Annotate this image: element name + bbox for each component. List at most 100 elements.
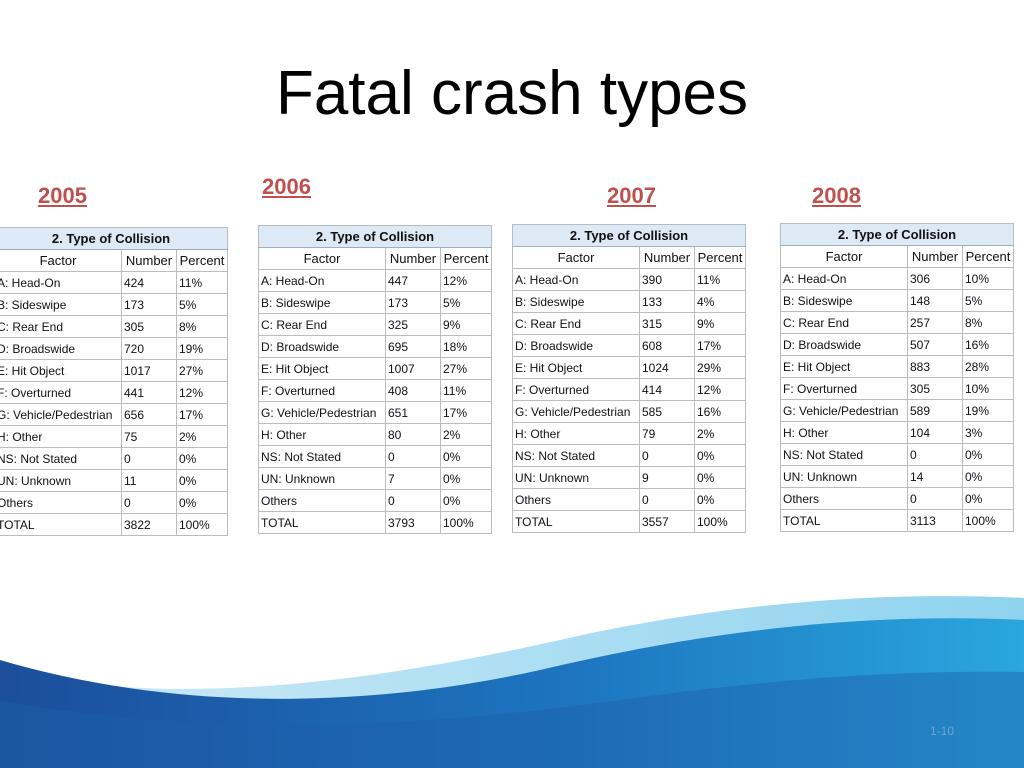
table-row: C: Rear End 315 9% <box>512 312 746 335</box>
number-cell: 0 <box>385 445 441 468</box>
percent-cell: 9% <box>694 312 746 335</box>
percent-cell: 11% <box>176 271 228 294</box>
table-row: Others 0 0% <box>512 488 746 511</box>
table-row: A: Head-On 424 11% <box>0 271 228 294</box>
number-cell: 656 <box>121 403 177 426</box>
number-cell: 80 <box>385 423 441 446</box>
collision-table-2008-frame: 2. Type of Collision Factor Number Percent A… <box>780 223 1024 543</box>
column-header: Factor <box>780 245 908 268</box>
percent-cell: 100% <box>176 513 228 536</box>
table-row: UN: Unknown 7 0% <box>258 467 492 490</box>
number-cell: 306 <box>907 267 963 290</box>
number-cell: 7 <box>385 467 441 490</box>
table-row: Others 0 0% <box>0 491 228 514</box>
factor-cell: E: Hit Object <box>258 357 386 380</box>
percent-cell: 0% <box>440 445 492 468</box>
factor-cell: C: Rear End <box>0 315 122 338</box>
table-row: G: Vehicle/Pedestrian 589 19% <box>780 399 1014 422</box>
number-cell: 305 <box>121 315 177 338</box>
column-header: Factor <box>258 247 386 270</box>
table-row: E: Hit Object 1017 27% <box>0 359 228 382</box>
factor-cell: A: Head-On <box>512 268 640 291</box>
percent-cell: 100% <box>440 511 492 534</box>
collision-table-2008: 2. Type of Collision Factor Number Percent A… <box>780 223 1014 532</box>
number-cell: 0 <box>639 488 695 511</box>
factor-cell: Others <box>258 489 386 512</box>
percent-cell: 9% <box>440 313 492 336</box>
factor-cell: TOTAL <box>0 513 122 536</box>
number-cell: 305 <box>907 377 963 400</box>
table-row: Others 0 0% <box>258 489 492 512</box>
number-cell: 447 <box>385 269 441 292</box>
table-header-row: Factor Number Percent <box>258 247 492 270</box>
table-row: TOTAL 3557 100% <box>512 510 746 533</box>
percent-cell: 0% <box>962 443 1014 466</box>
table-row: NS: Not Stated 0 0% <box>258 445 492 468</box>
table-caption: 2. Type of Collision <box>512 224 746 247</box>
collision-table-2007-frame: 2. Type of Collision Factor Number Percent A… <box>512 224 756 542</box>
percent-cell: 0% <box>694 488 746 511</box>
number-cell: 585 <box>639 400 695 423</box>
year-heading-2008: 2008 <box>812 183 861 208</box>
table-header-row: Factor Number Percent <box>512 246 746 269</box>
percent-cell: 0% <box>176 469 228 492</box>
percent-cell: 5% <box>962 289 1014 312</box>
factor-cell: H: Other <box>512 422 640 445</box>
number-cell: 608 <box>639 334 695 357</box>
factor-cell: G: Vehicle/Pedestrian <box>512 400 640 423</box>
number-cell: 75 <box>121 425 177 448</box>
number-cell: 414 <box>639 378 695 401</box>
factor-cell: D: Broadswide <box>0 337 122 360</box>
collision-table: 2. Type of Collision Factor Number Percent A… <box>512 224 746 533</box>
table-row: H: Other 80 2% <box>258 423 492 446</box>
factor-cell: A: Head-On <box>258 269 386 292</box>
number-cell: 3113 <box>907 509 963 532</box>
table-row: A: Head-On 390 11% <box>512 268 746 291</box>
table-row: A: Head-On 447 12% <box>258 269 492 292</box>
percent-cell: 0% <box>694 466 746 489</box>
table-row: F: Overturned 408 11% <box>258 379 492 402</box>
column-header: Percent <box>694 246 746 269</box>
table-row: E: Hit Object 1007 27% <box>258 357 492 380</box>
percent-cell: 0% <box>440 467 492 490</box>
percent-cell: 19% <box>176 337 228 360</box>
table-row: C: Rear End 305 8% <box>0 315 228 338</box>
percent-cell: 0% <box>176 447 228 470</box>
factor-cell: A: Head-On <box>0 271 122 294</box>
percent-cell: 0% <box>962 465 1014 488</box>
percent-cell: 27% <box>176 359 228 382</box>
factor-cell: F: Overturned <box>512 378 640 401</box>
table-row: E: Hit Object 1024 29% <box>512 356 746 379</box>
percent-cell: 2% <box>440 423 492 446</box>
factor-cell: A: Head-On <box>780 267 908 290</box>
table-row: H: Other 75 2% <box>0 425 228 448</box>
factor-cell: NS: Not Stated <box>0 447 122 470</box>
percent-cell: 11% <box>440 379 492 402</box>
number-cell: 424 <box>121 271 177 294</box>
percent-cell: 0% <box>962 487 1014 510</box>
number-cell: 315 <box>639 312 695 335</box>
percent-cell: 0% <box>176 491 228 514</box>
factor-cell: E: Hit Object <box>512 356 640 379</box>
table-row: F: Overturned 305 10% <box>780 377 1014 400</box>
percent-cell: 12% <box>176 381 228 404</box>
number-cell: 257 <box>907 311 963 334</box>
factor-cell: Others <box>780 487 908 510</box>
factor-cell: F: Overturned <box>780 377 908 400</box>
table-row: NS: Not Stated 0 0% <box>0 447 228 470</box>
table-row: A: Head-On 306 10% <box>780 267 1014 290</box>
percent-cell: 100% <box>694 510 746 533</box>
column-header: Number <box>907 245 963 268</box>
number-cell: 589 <box>907 399 963 422</box>
percent-cell: 17% <box>176 403 228 426</box>
factor-cell: TOTAL <box>258 511 386 534</box>
slide-title: Fatal crash types <box>275 59 749 128</box>
table-row: D: Broadswide 608 17% <box>512 334 746 357</box>
percent-cell: 2% <box>176 425 228 448</box>
table-row: C: Rear End 325 9% <box>258 313 492 336</box>
number-cell: 0 <box>121 491 177 514</box>
number-cell: 720 <box>121 337 177 360</box>
table-row: UN: Unknown 9 0% <box>512 466 746 489</box>
number-cell: 441 <box>121 381 177 404</box>
factor-cell: TOTAL <box>780 509 908 532</box>
